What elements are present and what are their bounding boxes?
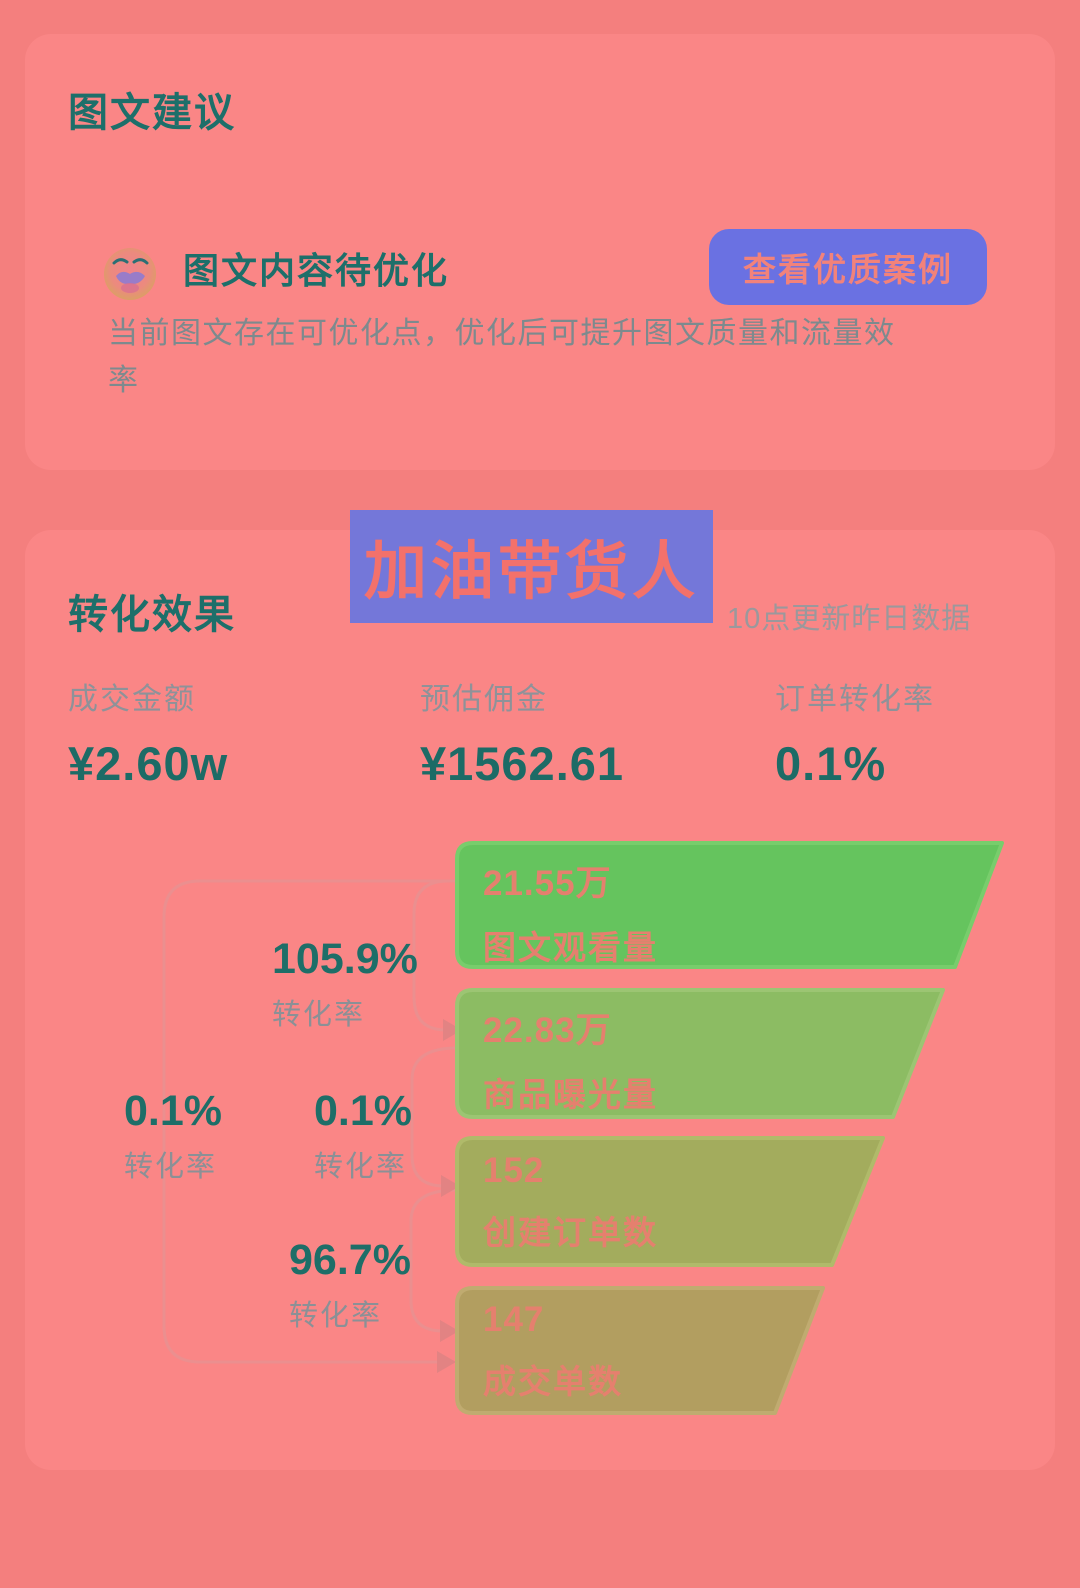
update-note: 10点更新昨日数据 bbox=[727, 603, 972, 635]
metric-commission: 预估佣金 ¥1562.61 bbox=[420, 674, 624, 791]
metric-label: 成交金额 bbox=[68, 683, 196, 716]
stage-label: 商品曝光量 bbox=[483, 1076, 658, 1113]
stage-value: 21.55万 bbox=[483, 864, 612, 903]
stage-value: 152 bbox=[483, 1151, 545, 1190]
suggestion-headline: 图文内容待优化 bbox=[183, 250, 450, 291]
rate-value: 105.9% bbox=[272, 935, 418, 983]
metric-label: 预估佣金 bbox=[420, 683, 548, 716]
conversion-rate-stage2-3: 0.1% 转化率 bbox=[314, 1090, 412, 1185]
metric-value: ¥2.60w bbox=[68, 737, 229, 790]
suggestion-description: 当前图文存在可优化点，优化后可提升图文质量和流量效率 bbox=[108, 317, 896, 397]
metric-label: 订单转化率 bbox=[775, 683, 935, 716]
metric-value: ¥1562.61 bbox=[420, 737, 625, 790]
rate-label: 转化率 bbox=[124, 1151, 218, 1183]
conversion-rate-stage1-2: 105.9% 转化率 bbox=[272, 938, 418, 1033]
funnel-stage4-text: 147 成交单数 bbox=[483, 1300, 623, 1403]
rate-value: 0.1% bbox=[124, 1087, 223, 1135]
watermark-text: 加油带货人 bbox=[364, 537, 699, 607]
stage-label: 图文观看量 bbox=[483, 929, 658, 966]
funnel-stage3-text: 152 创建订单数 bbox=[483, 1151, 658, 1254]
conversion-card-title: 转化效果 bbox=[68, 593, 236, 637]
conversion-rate-overall: 0.1% 转化率 bbox=[124, 1090, 222, 1185]
stage-value: 147 bbox=[483, 1300, 545, 1339]
suggestion-card: 图文建议 图文内容待优化 查看优质案例 当前图文存在可优化点，优化后可提 bbox=[25, 34, 1055, 470]
view-quality-cases-button[interactable]: 查看优质案例 bbox=[709, 229, 987, 305]
metric-value: 0.1% bbox=[775, 737, 887, 790]
rate-value: 0.1% bbox=[314, 1087, 413, 1135]
metric-gmv: 成交金额 ¥2.60w bbox=[68, 674, 228, 791]
rate-label: 转化率 bbox=[272, 999, 366, 1031]
rate-label: 转化率 bbox=[314, 1151, 408, 1183]
stage-label: 创建订单数 bbox=[483, 1214, 658, 1251]
suggestion-card-title: 图文建议 bbox=[68, 91, 236, 135]
stage-value: 22.83万 bbox=[483, 1011, 612, 1050]
conversion-rate-stage3-4: 96.7% 转化率 bbox=[289, 1239, 411, 1334]
funnel-stage1-text: 21.55万 图文观看量 bbox=[483, 855, 658, 969]
funnel-stage2-text: 22.83万 商品曝光量 bbox=[483, 1002, 658, 1116]
crying-face-emoji-icon bbox=[100, 243, 160, 303]
watermark-banner: 加油带货人 bbox=[350, 510, 713, 623]
stage-label: 成交单数 bbox=[483, 1363, 623, 1400]
rate-value: 96.7% bbox=[289, 1236, 411, 1284]
rate-label: 转化率 bbox=[289, 1300, 383, 1332]
metric-order-rate: 订单转化率 0.1% bbox=[775, 674, 935, 791]
